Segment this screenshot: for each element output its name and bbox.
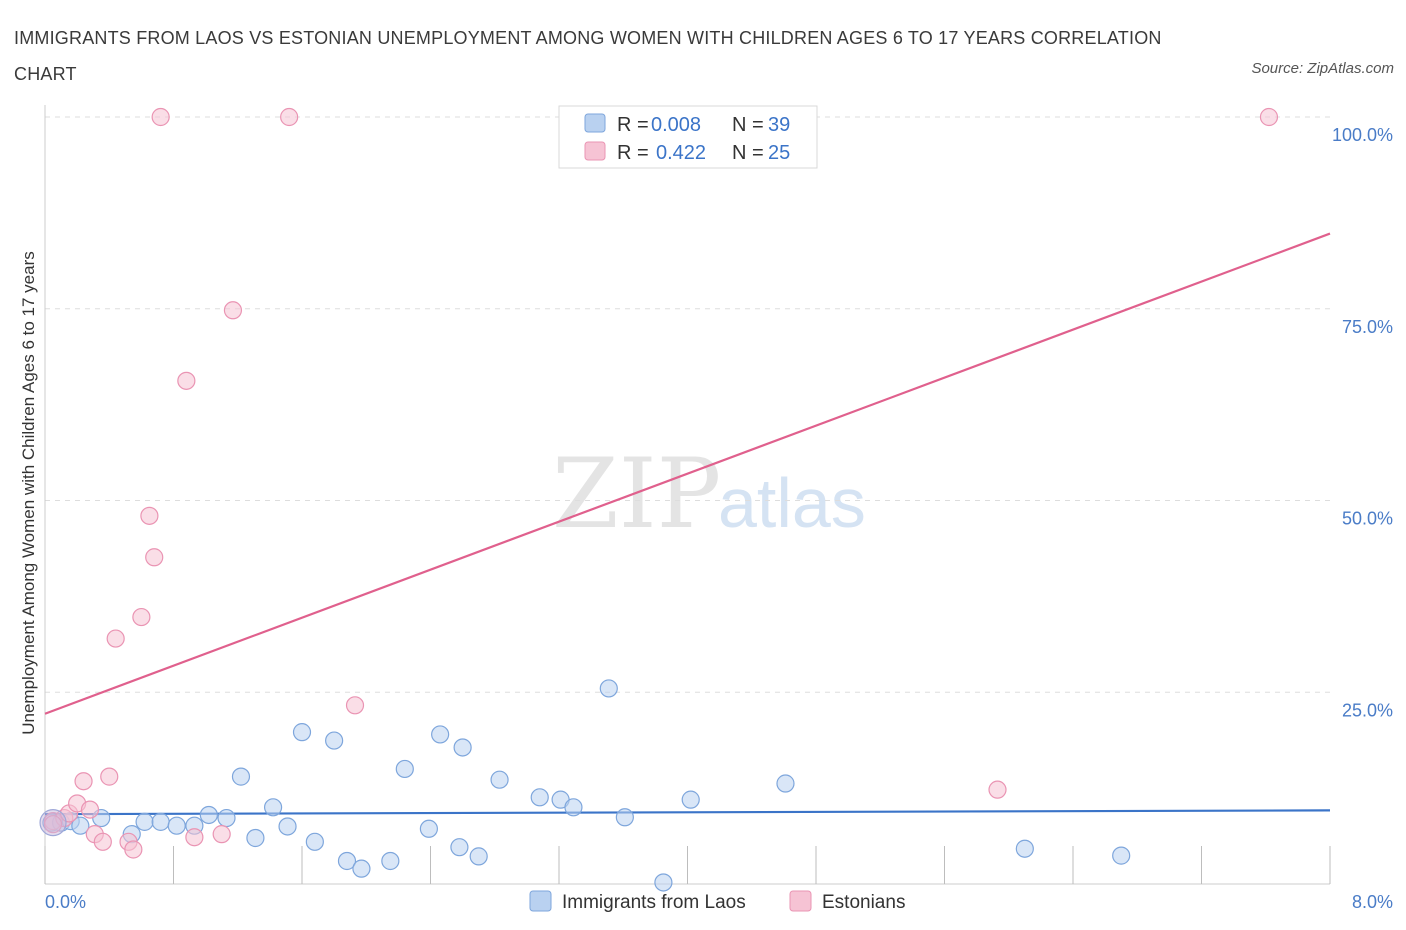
x-tick-label-min: 0.0% [45,892,86,912]
data-point-blue [1112,846,1131,865]
data-point-blue [395,759,414,779]
data-point-blue [469,847,488,866]
grid-lines [45,116,1330,693]
data-point-blue [776,774,795,793]
legend-r-label-pink: R = [617,142,649,164]
data-point-blue [246,828,265,848]
data-point-pink [177,371,196,390]
data-point-blue [325,731,344,750]
data-point-pink [988,780,1007,799]
legend-swatch-pink [584,141,606,161]
data-point-blue [599,679,618,698]
data-point-blue [217,808,236,828]
data-point-pink [345,696,365,715]
bottom-legend-label-estonians: Estonians [822,892,905,913]
data-point-pink [140,506,159,525]
data-point-blue [151,812,170,831]
data-point-pink [106,629,125,648]
legend-n-value-blue: 39 [768,114,790,136]
legend-swatch-blue [584,113,606,133]
data-point-pink [223,301,243,320]
legend-n-label-pink: N = [732,142,764,164]
data-point-blue [231,767,251,786]
data-point-blue [453,738,472,757]
data-points [39,107,1279,892]
legend-r-value-blue: 0.008 [651,114,701,136]
data-point-pink [80,800,100,819]
data-point-blue [167,816,186,835]
data-point-pink [100,767,119,786]
bottom-legend: Immigrants from Laos Estonians [529,890,905,913]
bottom-legend-swatch-laos [529,890,552,912]
y-tick-label: 100.0% [1332,125,1393,145]
data-point-blue [530,788,549,807]
data-point-pink [280,107,299,127]
data-point-blue [135,812,154,831]
y-tick-label: 50.0% [1342,509,1393,529]
bottom-legend-swatch-estonians [789,890,812,912]
data-point-pink [124,840,143,859]
data-point-pink [212,825,231,844]
data-point-blue [419,819,438,838]
x-tick-label-max: 8.0% [1352,892,1393,912]
watermark-zip: ZIP [552,438,721,550]
data-point-pink [185,828,204,847]
y-tick-label: 75.0% [1342,317,1393,337]
data-point-blue [199,805,218,825]
data-point-pink [74,772,93,791]
bottom-legend-label-laos: Immigrants from Laos [562,892,746,913]
y-axis-title: Unemployment Among Women with Children A… [19,251,38,735]
data-point-blue [337,851,357,871]
axes [44,105,1331,885]
data-point-pink [151,107,170,127]
data-point-pink [1259,107,1279,127]
data-point-cluster [39,809,67,837]
chart-source: Source: ZipAtlas.com [1251,60,1394,77]
data-point-blue [278,817,297,836]
data-point-blue [681,790,700,809]
legend-n-value-pink: 25 [768,142,790,164]
data-point-blue [654,873,673,892]
data-point-blue [305,832,324,851]
data-point-blue [1015,839,1034,858]
trend-line-blue [44,809,1331,816]
legend-box: R = 0.008 N = 39 R = 0.422 N = 25 [558,105,818,169]
data-point-blue [564,798,583,817]
legend-n-label-blue: N = [732,114,764,136]
data-point-blue [490,770,509,789]
legend-r-label-blue: R = [617,114,649,136]
legend-r-value-pink: 0.422 [656,142,706,164]
watermark-atlas: atlas [718,464,866,542]
data-point-blue [292,723,312,742]
trend-lines [44,232,1331,816]
y-tick-label: 25.0% [1342,700,1393,720]
data-point-pink [93,832,112,851]
data-point-pink [132,607,151,627]
data-point-blue [263,798,283,817]
chart-title: IMMIGRANTS FROM LAOS VS ESTONIAN UNEMPLO… [14,28,1162,84]
trend-line-pink [44,232,1331,715]
data-point-blue [431,725,450,744]
data-point-blue [352,859,371,878]
data-point-blue [615,808,634,827]
data-point-blue [71,816,90,835]
data-point-pink [145,548,164,567]
data-point-blue [381,851,400,871]
data-point-blue [450,838,469,857]
tick-labels: 25.0% 50.0% 75.0% 100.0% 0.0% 8.0% [45,125,1393,912]
